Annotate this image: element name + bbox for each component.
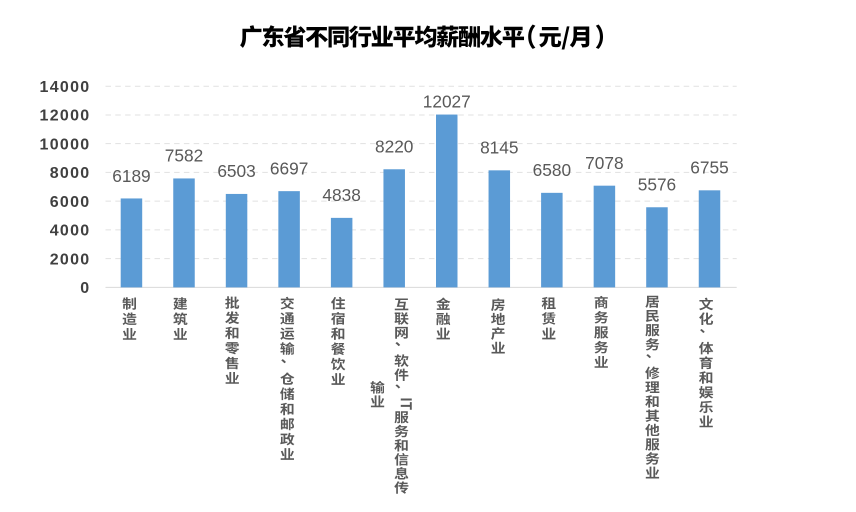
svg-text:12027: 12027	[423, 91, 471, 111]
svg-text:4838: 4838	[322, 185, 360, 205]
svg-text:6000: 6000	[50, 194, 91, 211]
svg-text:4000: 4000	[50, 223, 91, 240]
svg-text:6580: 6580	[533, 160, 571, 180]
svg-text:12000: 12000	[40, 108, 91, 125]
svg-text:5576: 5576	[638, 175, 676, 195]
svg-text:10000: 10000	[40, 136, 91, 153]
svg-text:6755: 6755	[690, 158, 728, 178]
svg-text:7078: 7078	[585, 153, 623, 173]
svg-text:0: 0	[80, 280, 90, 297]
svg-text:14000: 14000	[40, 79, 91, 96]
svg-text:2000: 2000	[50, 251, 91, 268]
svg-text:6697: 6697	[270, 158, 308, 178]
svg-text:7582: 7582	[165, 146, 203, 166]
svg-text:8220: 8220	[375, 137, 413, 157]
svg-text:8145: 8145	[480, 138, 518, 158]
svg-text:6503: 6503	[217, 161, 255, 181]
svg-text:6189: 6189	[112, 166, 150, 186]
svg-text:8000: 8000	[50, 165, 91, 182]
